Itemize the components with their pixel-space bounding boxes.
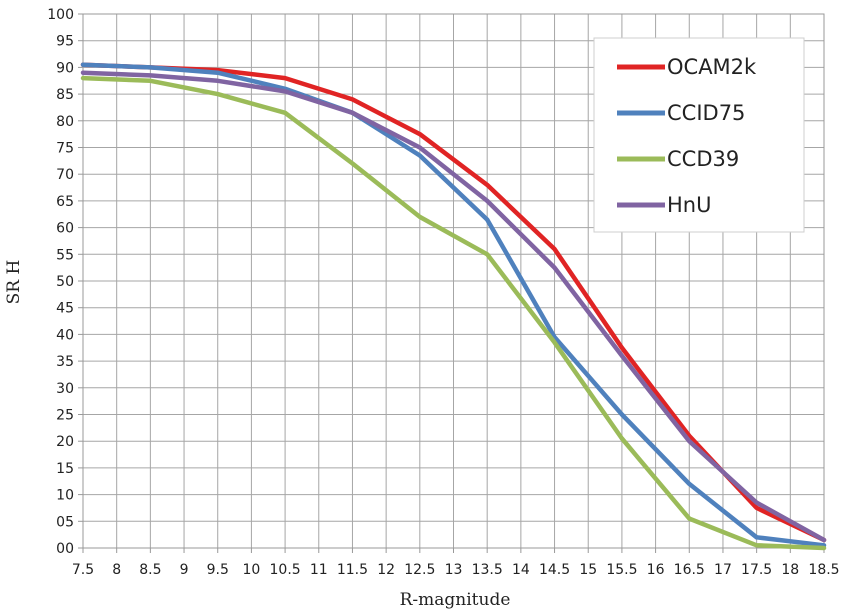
x-tick-label: 17 xyxy=(714,562,732,578)
x-tick-label: 16.5 xyxy=(674,562,705,578)
x-tick-label: 15 xyxy=(579,562,597,578)
y-tick-label: 70 xyxy=(56,167,74,183)
y-tick-label: 65 xyxy=(56,194,74,210)
x-axis-ticks: 7.5 8 8.5 9 9.5 10 10.5 11 11.5 12 12.5 13 13.5 14 14.… xyxy=(72,548,840,578)
x-tick-label: 8.5 xyxy=(139,562,161,578)
y-tick-label: 25 xyxy=(56,408,74,424)
x-tick-label: 18 xyxy=(781,562,799,578)
y-tick-label: 80 xyxy=(56,114,74,130)
y-tick-label: 75 xyxy=(56,141,74,157)
x-tick-label: 16 xyxy=(647,562,665,578)
y-tick-label: 30 xyxy=(56,381,74,397)
y-tick-label: 45 xyxy=(56,301,74,317)
legend-label-ocam2k: OCAM2k xyxy=(667,55,757,79)
x-tick-label: 11.5 xyxy=(337,562,368,578)
x-tick-label: 11 xyxy=(310,562,328,578)
x-tick-label: 10.5 xyxy=(270,562,301,578)
x-tick-label: 18.5 xyxy=(808,562,839,578)
x-tick-label: 14.5 xyxy=(539,562,570,578)
x-tick-label: 15.5 xyxy=(606,562,637,578)
x-axis-title: R-magnitude xyxy=(400,590,511,610)
series-lines xyxy=(80,62,827,551)
y-tick-label: 50 xyxy=(56,274,74,290)
y-tick-label: 40 xyxy=(56,327,74,343)
y-axis-title: SR H xyxy=(4,260,24,305)
y-tick-label: 55 xyxy=(56,247,74,263)
x-tick-label: 14 xyxy=(512,562,530,578)
legend: OCAM2k CCID75 CCD39 HnU xyxy=(593,37,805,233)
x-tick-label: 9.5 xyxy=(207,562,229,578)
x-tick-label: 13 xyxy=(445,562,463,578)
y-tick-label: 20 xyxy=(56,434,74,450)
y-tick-label: 60 xyxy=(56,221,74,237)
y-tick-label: 35 xyxy=(56,354,74,370)
y-tick-label: 15 xyxy=(56,461,74,477)
series-line-hnu xyxy=(80,70,827,543)
y-tick-label: 05 xyxy=(56,514,74,530)
y-tick-label: 100 xyxy=(47,7,74,23)
y-tick-label: 90 xyxy=(56,60,74,76)
y-tick-label: 85 xyxy=(56,87,74,103)
x-tick-label: 12.5 xyxy=(404,562,435,578)
x-tick-label: 12 xyxy=(377,562,395,578)
x-tick-label: 13.5 xyxy=(472,562,503,578)
x-tick-label: 10 xyxy=(242,562,260,578)
y-tick-label: 00 xyxy=(56,541,74,557)
y-tick-label: 10 xyxy=(56,488,74,504)
x-tick-label: 8 xyxy=(112,562,121,578)
y-tick-label: 95 xyxy=(56,34,74,50)
legend-box xyxy=(593,37,805,233)
x-tick-label: 7.5 xyxy=(72,562,94,578)
legend-label-ccd39: CCD39 xyxy=(667,147,739,171)
series-line-ccd39 xyxy=(80,75,827,551)
y-axis-ticks: 00 05 10 15 20 25 30 35 40 45 50 55 60 65 70 75 80 85 90 95… xyxy=(47,7,83,557)
series-line-ccid75 xyxy=(80,62,827,548)
legend-label-hnu: HnU xyxy=(667,193,711,217)
legend-label-ccid75: CCID75 xyxy=(667,101,745,125)
x-tick-label: 17.5 xyxy=(741,562,772,578)
x-tick-label: 9 xyxy=(180,562,189,578)
